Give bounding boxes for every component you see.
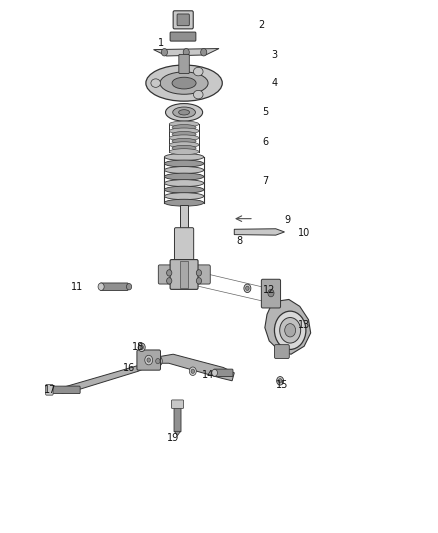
Text: 6: 6 bbox=[263, 136, 269, 147]
FancyBboxPatch shape bbox=[180, 205, 188, 229]
Ellipse shape bbox=[246, 286, 249, 290]
Ellipse shape bbox=[169, 135, 199, 141]
Ellipse shape bbox=[189, 367, 196, 375]
Ellipse shape bbox=[138, 343, 145, 352]
FancyBboxPatch shape bbox=[50, 386, 80, 393]
Polygon shape bbox=[234, 229, 285, 235]
FancyBboxPatch shape bbox=[174, 228, 194, 263]
Ellipse shape bbox=[164, 199, 204, 206]
Ellipse shape bbox=[160, 72, 208, 94]
FancyBboxPatch shape bbox=[158, 265, 172, 284]
Circle shape bbox=[166, 270, 172, 276]
Text: 12: 12 bbox=[263, 286, 275, 295]
FancyBboxPatch shape bbox=[46, 384, 53, 395]
FancyBboxPatch shape bbox=[261, 279, 281, 308]
Ellipse shape bbox=[140, 345, 144, 350]
Ellipse shape bbox=[194, 91, 203, 99]
Ellipse shape bbox=[194, 67, 203, 76]
Ellipse shape bbox=[244, 284, 251, 293]
Circle shape bbox=[196, 270, 201, 276]
Ellipse shape bbox=[164, 186, 204, 193]
Ellipse shape bbox=[164, 167, 204, 174]
Ellipse shape bbox=[166, 103, 203, 121]
FancyBboxPatch shape bbox=[173, 11, 193, 29]
Ellipse shape bbox=[212, 369, 218, 376]
Text: 8: 8 bbox=[237, 236, 243, 246]
Ellipse shape bbox=[146, 65, 222, 101]
Text: 2: 2 bbox=[258, 20, 265, 30]
Polygon shape bbox=[62, 354, 234, 393]
Text: 10: 10 bbox=[297, 228, 310, 238]
Circle shape bbox=[166, 278, 172, 284]
Ellipse shape bbox=[169, 128, 199, 134]
Circle shape bbox=[183, 49, 189, 56]
Text: 3: 3 bbox=[272, 50, 278, 60]
Ellipse shape bbox=[164, 154, 204, 160]
FancyBboxPatch shape bbox=[100, 283, 128, 290]
Ellipse shape bbox=[169, 121, 199, 127]
Ellipse shape bbox=[147, 358, 150, 362]
Ellipse shape bbox=[164, 160, 204, 167]
Circle shape bbox=[161, 49, 167, 56]
Polygon shape bbox=[265, 300, 311, 354]
FancyBboxPatch shape bbox=[180, 261, 188, 288]
Ellipse shape bbox=[164, 180, 204, 187]
Text: 5: 5 bbox=[263, 107, 269, 117]
Ellipse shape bbox=[151, 79, 160, 87]
Ellipse shape bbox=[191, 369, 194, 373]
Text: 1: 1 bbox=[158, 38, 164, 48]
Ellipse shape bbox=[172, 132, 196, 138]
FancyBboxPatch shape bbox=[137, 350, 160, 370]
Text: 17: 17 bbox=[44, 385, 57, 395]
Ellipse shape bbox=[172, 125, 196, 131]
FancyBboxPatch shape bbox=[171, 400, 184, 408]
Ellipse shape bbox=[153, 356, 162, 367]
FancyBboxPatch shape bbox=[170, 260, 198, 289]
Text: 11: 11 bbox=[71, 282, 83, 292]
FancyBboxPatch shape bbox=[170, 32, 196, 41]
Ellipse shape bbox=[172, 139, 196, 144]
FancyBboxPatch shape bbox=[275, 345, 289, 359]
Ellipse shape bbox=[145, 356, 152, 365]
Polygon shape bbox=[174, 431, 180, 435]
Ellipse shape bbox=[173, 107, 195, 118]
FancyBboxPatch shape bbox=[174, 404, 181, 432]
Ellipse shape bbox=[279, 378, 282, 383]
Ellipse shape bbox=[164, 193, 204, 200]
Circle shape bbox=[196, 278, 201, 284]
Polygon shape bbox=[153, 49, 219, 56]
Ellipse shape bbox=[280, 318, 300, 343]
Ellipse shape bbox=[169, 149, 199, 155]
Ellipse shape bbox=[268, 289, 274, 297]
Ellipse shape bbox=[179, 110, 190, 115]
Text: 4: 4 bbox=[272, 78, 278, 88]
Ellipse shape bbox=[169, 142, 199, 148]
FancyBboxPatch shape bbox=[179, 54, 189, 74]
Ellipse shape bbox=[172, 146, 196, 151]
FancyBboxPatch shape bbox=[214, 369, 233, 376]
FancyBboxPatch shape bbox=[197, 265, 210, 284]
Ellipse shape bbox=[275, 311, 306, 350]
Ellipse shape bbox=[285, 324, 296, 337]
Text: 16: 16 bbox=[123, 362, 135, 373]
Ellipse shape bbox=[155, 359, 160, 364]
Text: 13: 13 bbox=[297, 320, 310, 330]
Text: 7: 7 bbox=[263, 176, 269, 187]
Text: 19: 19 bbox=[166, 433, 179, 443]
Text: 15: 15 bbox=[276, 379, 288, 390]
Ellipse shape bbox=[98, 283, 104, 290]
Ellipse shape bbox=[277, 376, 284, 385]
FancyBboxPatch shape bbox=[177, 14, 189, 26]
Ellipse shape bbox=[172, 77, 196, 89]
Text: 14: 14 bbox=[201, 370, 214, 381]
Ellipse shape bbox=[127, 284, 132, 290]
Circle shape bbox=[201, 49, 207, 56]
Text: 9: 9 bbox=[285, 215, 291, 225]
Ellipse shape bbox=[164, 173, 204, 180]
Text: 18: 18 bbox=[132, 342, 144, 352]
